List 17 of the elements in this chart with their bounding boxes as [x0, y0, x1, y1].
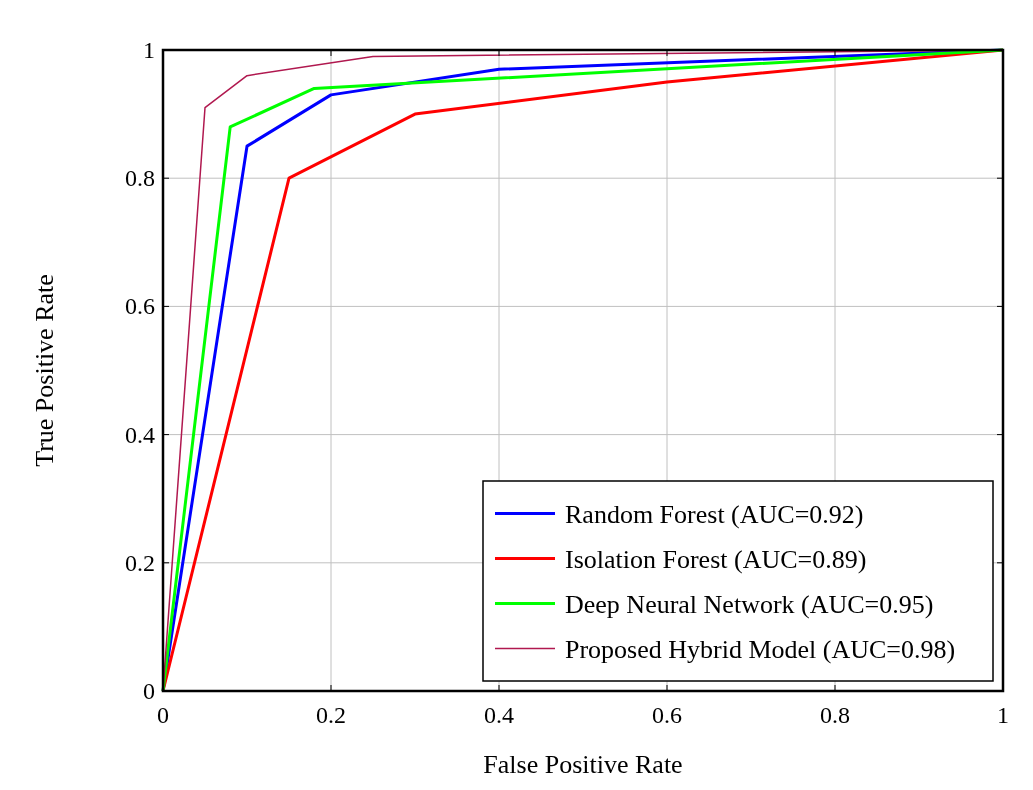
legend-label: Deep Neural Network (AUC=0.95) [565, 589, 934, 619]
y-tick-label: 0.4 [125, 421, 155, 448]
legend-label: Random Forest (AUC=0.92) [565, 499, 864, 529]
y-tick-label: 0.6 [125, 293, 155, 320]
y-axis-title: True Positive Rate [30, 274, 59, 467]
x-tick-label: 0.2 [316, 702, 346, 728]
x-axis-title: False Positive Rate [483, 750, 683, 779]
x-tick-label: 0.6 [652, 702, 682, 728]
legend-label: Isolation Forest (AUC=0.89) [565, 544, 867, 574]
x-tick-label: 0.8 [820, 702, 850, 728]
y-tick-label: 1 [143, 37, 155, 63]
y-tick-label: 0 [143, 678, 155, 704]
y-tick-label: 0.8 [125, 165, 155, 192]
y-tick-label: 0.2 [125, 549, 155, 576]
x-tick-label: 0.4 [484, 702, 514, 728]
x-tick-label: 1 [997, 702, 1009, 728]
legend-label: Proposed Hybrid Model (AUC=0.98) [565, 634, 956, 664]
